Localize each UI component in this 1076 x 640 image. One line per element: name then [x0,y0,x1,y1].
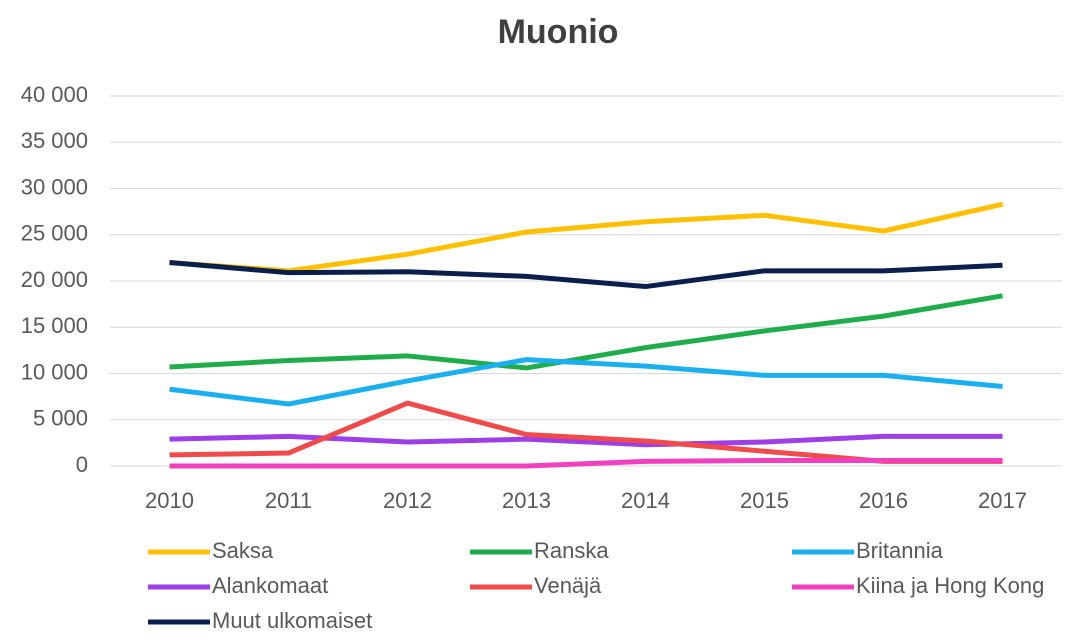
x-tick-label: 2017 [978,488,1027,513]
legend-label: Alankomaat [212,573,328,598]
y-tick-label: 40 000 [21,82,88,107]
y-tick-label: 5 000 [33,406,88,431]
x-tick-label: 2010 [145,488,194,513]
legend-label: Ranska [534,538,609,563]
x-tick-label: 2016 [859,488,908,513]
legend-label: Venäjä [534,573,602,598]
legend-label: Britannia [856,538,944,563]
x-tick-label: 2015 [740,488,789,513]
chart-title: Muonio [498,13,619,51]
legend-label: Saksa [212,538,274,563]
legend-label: Kiina ja Hong Kong [856,573,1044,598]
line-series [169,201,1004,274]
y-tick-label: 25 000 [21,221,88,246]
y-tick-label: 30 000 [21,174,88,199]
line-series [169,400,1003,464]
y-tick-label: 20 000 [21,267,88,292]
line-series [169,457,1003,469]
x-tick-label: 2011 [265,488,312,513]
y-tick-label: 15 000 [21,313,88,338]
x-tick-label: 2013 [502,488,551,513]
line-series [169,293,1003,371]
y-tick-label: 35 000 [21,128,88,153]
x-tick-label: 2014 [621,488,670,513]
legend-label: Muut ulkomaiset [212,608,372,633]
line-series [169,433,1003,448]
x-tick-label: 2012 [383,488,432,513]
line-series [169,357,1003,407]
y-tick-label: 10 000 [21,359,88,384]
line-series [169,260,1003,290]
y-tick-label: 0 [76,452,88,477]
